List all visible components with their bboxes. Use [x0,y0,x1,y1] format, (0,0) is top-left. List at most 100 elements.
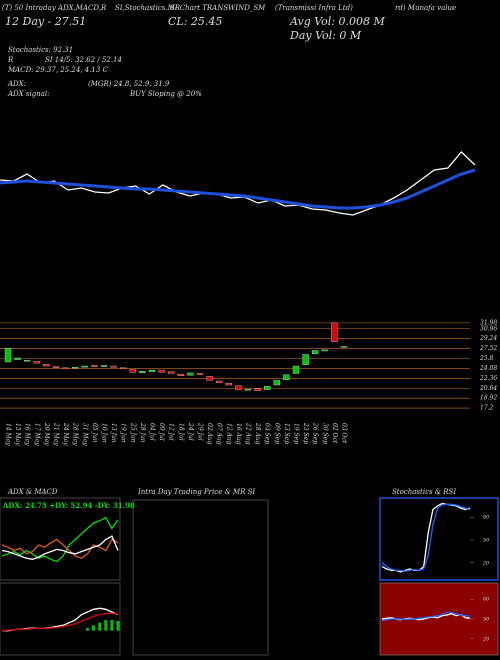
candle [24,360,31,362]
series-line [1,612,119,632]
x-tick-label: 18 Jul [177,423,184,441]
x-tick-label: 02 Aug [206,423,213,445]
stat-text: MACD: 29.37, 25.24, 4.13 C [7,66,109,74]
x-tick-label: 13 Jun [110,423,117,443]
candle [72,367,79,369]
series-line [0,168,476,210]
series-line [0,151,476,216]
header-text: (Transmissi Infra Ltd) [275,4,353,12]
y-tick-label: 27.52 [479,345,497,352]
x-tick-label: 05 Jun [91,423,98,443]
candle [4,347,12,363]
series-line [381,503,471,572]
candle [312,350,319,355]
candle [244,388,252,391]
avg-volume: Avg Vol: 0.008 M [289,15,386,28]
x-tick-label: 02 Oct [331,423,338,444]
y-tick-label: 50 [483,617,490,623]
y-tick-label: 31.98 [480,319,497,326]
x-tick-label: 26 Sep [312,422,319,444]
x-tick-label: 04 Jul [149,423,156,441]
y-tick-label: 29.24 [479,335,497,342]
histogram-bar [98,622,102,631]
x-tick-label: 09 Jul [158,423,165,441]
intraday-panel [132,499,269,656]
x-tick-label: 25 Jun [129,422,136,443]
x-tick-label: 03 Sep [264,423,271,444]
candle [148,369,156,372]
x-tick-label: 20 May [43,422,50,446]
candle [158,369,165,373]
panel-title: Stochastics & RSI [392,488,456,496]
x-tick-label: 16 Aug [235,423,242,445]
stat-text: Stochastics: 92.31 [8,46,73,54]
candle [139,371,146,374]
header-text: SI,Stochastics,MR [115,4,181,12]
y-tick-label: 25.8 [479,355,494,362]
y-tick-label: 20 [482,560,490,566]
x-tick-label: 13 Sep [283,423,290,444]
candle [177,373,184,376]
x-tick-label: 24 May [62,422,69,446]
annotation: ADX: 24.75 +DY: 52.94 -DY: 31.98 [2,501,135,510]
candle [340,346,348,348]
header-text: SI Chart TRANSWIND_SM [170,4,266,12]
stat-text: (MGR) 24.8, 52.9, 31.9 [88,80,170,88]
stat-text: BUY Sloping @ 20% [129,90,202,98]
y-tick-label: 80 [483,597,490,603]
candle [254,388,261,391]
close-price: CL: 25.45 [168,15,222,28]
candle [321,349,328,352]
candle [331,322,338,342]
candle [43,364,50,367]
x-tick-label: 28 May [72,422,79,446]
x-tick-label: 12 Jul [168,423,175,441]
histogram-bar [116,621,120,631]
candle [14,357,21,360]
y-tick-label: 18.92 [480,395,497,402]
x-tick-label: 19 Jun [120,423,127,443]
x-tick-label: 19 Sep [293,423,300,444]
candle [120,367,127,370]
y-tick-label: 24.08 [479,365,497,372]
candle [273,380,280,386]
x-tick-label: 29 Jul [197,422,204,441]
candle [62,367,69,370]
stat-text: ADX: [7,80,26,88]
candle [110,365,117,368]
x-tick-label: 24 Jul [187,422,194,441]
header-text: 12 Day - 27.51 [5,15,86,28]
x-tick-label: 28 Aug [254,422,261,445]
x-tick-label: 28 Jun [139,422,146,443]
candle [187,372,194,376]
y-tick-label: 22.36 [479,375,497,382]
stat-text: R [7,56,14,64]
series-line [1,535,119,560]
y-tick-label: 17.2 [480,405,494,412]
y-tick-label: 50 [483,538,490,544]
histogram-bar [92,625,96,631]
series-line [1,516,119,563]
x-tick-label: 16 May [24,423,31,446]
candle [81,365,88,368]
y-tick-label: 20.64 [479,385,497,392]
candle [91,365,98,367]
y-tick-label: 30.96 [480,325,497,332]
x-tick-label: 31 May [81,423,88,446]
stat-text: ADX signal: [7,90,49,98]
x-tick-label: 07 Aug [216,423,223,445]
stochastics-panel [379,497,499,581]
x-tick-label: 22 Aug [245,422,252,445]
candle [235,385,242,390]
header-text: rd) Munafa value [395,4,456,12]
candle [302,354,309,365]
stat-text: SI 14/5: 32.62 / 52.14 [45,56,122,64]
candle [129,369,136,373]
panel-title: ADX & MACD [7,488,58,496]
y-tick-label: 80 [483,515,490,521]
x-tick-label: 09 Sep [273,423,280,444]
x-tick-label: 10 Jun [101,423,108,443]
candle [33,361,40,364]
x-tick-label: 23 Sep [302,422,309,444]
